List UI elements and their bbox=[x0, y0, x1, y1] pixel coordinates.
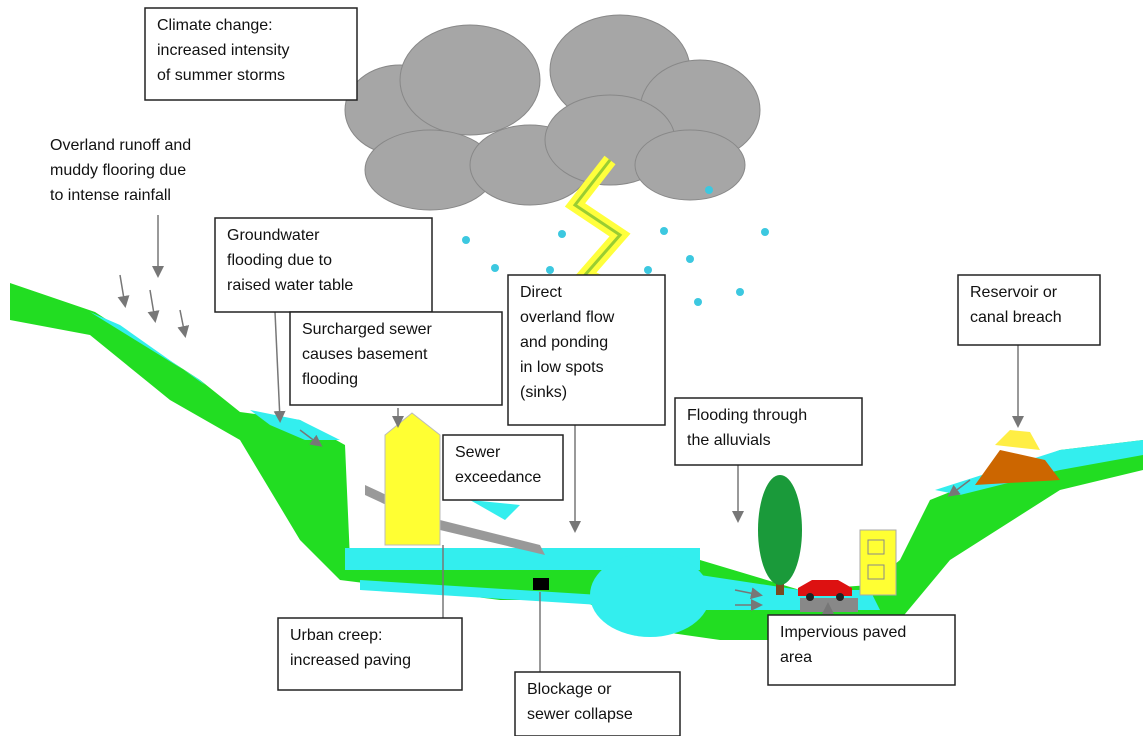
label-line: flooding due to bbox=[227, 252, 332, 269]
tree bbox=[758, 475, 802, 595]
label-line: of summer storms bbox=[157, 67, 285, 84]
flood-diagram: Climate change: increased intensity of sum… bbox=[0, 0, 1143, 736]
reservoir-top bbox=[995, 430, 1040, 450]
label-line: increased intensity bbox=[157, 42, 290, 59]
label-line: Direct bbox=[520, 284, 562, 301]
label-line: flooding bbox=[302, 371, 358, 388]
label-line: area bbox=[780, 649, 812, 666]
label-line: Blockage or bbox=[527, 681, 612, 698]
label-line: to intense rainfall bbox=[50, 187, 171, 204]
label-line: Flooding through bbox=[687, 407, 807, 424]
label-line: causes basement bbox=[302, 346, 428, 363]
label-line: Surcharged sewer bbox=[302, 321, 433, 338]
label-line: in low spots bbox=[520, 359, 604, 376]
label-line: (sinks) bbox=[520, 384, 567, 401]
label-line: the alluvials bbox=[687, 432, 771, 449]
label-line: canal breach bbox=[970, 309, 1062, 326]
label-line: muddy flooring due bbox=[50, 162, 186, 179]
label-line: Overland runoff and bbox=[50, 137, 191, 154]
label-line: overland flow bbox=[520, 309, 615, 326]
label-line: raised water table bbox=[227, 277, 353, 294]
label-line: Reservoir or bbox=[970, 284, 1058, 301]
label-line: Groundwater bbox=[227, 227, 320, 244]
label-line: sewer collapse bbox=[527, 706, 633, 723]
blockage bbox=[533, 578, 549, 590]
label-line: Urban creep: bbox=[290, 627, 383, 644]
label-line: increased paving bbox=[290, 652, 411, 669]
label-line: exceedance bbox=[455, 469, 541, 486]
label-line: Impervious paved bbox=[780, 624, 906, 641]
label-line: Sewer bbox=[455, 444, 501, 461]
clouds bbox=[345, 15, 760, 210]
label-line: Climate change: bbox=[157, 17, 273, 34]
label-line: and ponding bbox=[520, 334, 608, 351]
